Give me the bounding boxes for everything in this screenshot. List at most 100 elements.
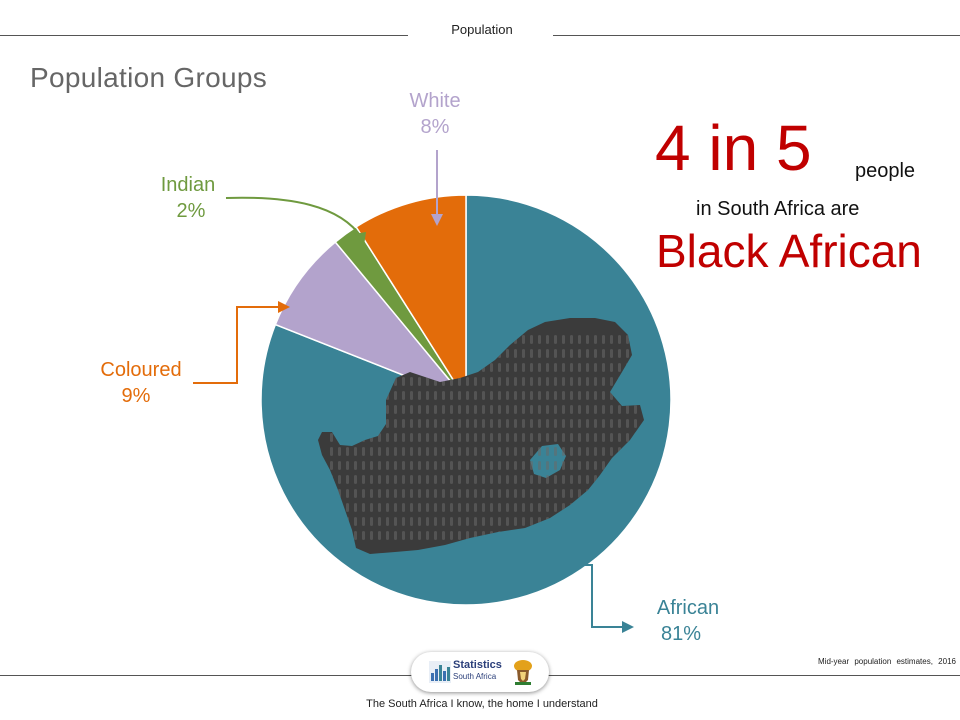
map-people-figure (362, 489, 365, 498)
map-people-figure (554, 447, 557, 456)
map-people-figure (514, 405, 517, 414)
map-people-figure (370, 503, 373, 512)
map-people-figure (482, 503, 485, 512)
map-people-figure (346, 447, 349, 456)
map-people-figure (530, 503, 533, 512)
map-people-figure (538, 503, 541, 512)
map-people-figure (586, 447, 589, 456)
map-people-figure (546, 377, 549, 386)
map-people-figure (586, 377, 589, 386)
map-people-figure (386, 503, 389, 512)
map-people-figure (578, 489, 581, 498)
map-people-figure (618, 433, 621, 442)
map-people-figure (570, 419, 573, 428)
map-people-figure (578, 335, 581, 344)
map-people-figure (378, 503, 381, 512)
map-people-figure (530, 461, 533, 470)
map-people-figure (466, 377, 469, 386)
map-people-figure (346, 461, 349, 470)
map-people-figure (402, 405, 405, 414)
map-people-figure (578, 391, 581, 400)
label-indian: Indian 2% (138, 172, 238, 224)
map-people-figure (466, 531, 469, 540)
map-people-figure (426, 489, 429, 498)
map-people-figure (394, 419, 397, 428)
map-people-figure (482, 405, 485, 414)
map-people-figure (466, 419, 469, 428)
map-people-figure (522, 433, 525, 442)
map-people-figure (402, 489, 405, 498)
map-people-figure (442, 447, 445, 456)
map-people-figure (490, 517, 493, 526)
map-people-figure (634, 517, 637, 526)
map-people-figure (490, 419, 493, 428)
map-people-figure (586, 419, 589, 428)
map-people-figure (554, 419, 557, 428)
map-people-figure (626, 405, 629, 414)
map-people-figure (506, 349, 509, 358)
map-people-figure (458, 503, 461, 512)
map-people-figure (506, 419, 509, 428)
map-people-figure (578, 363, 581, 372)
map-people-figure (530, 377, 533, 386)
map-people-figure (450, 447, 453, 456)
map-people-figure (594, 349, 597, 358)
map-people-figure (490, 461, 493, 470)
map-people-figure (434, 391, 437, 400)
map-people-figure (554, 489, 557, 498)
map-people-figure (578, 475, 581, 484)
map-people-figure (602, 391, 605, 400)
map-people-figure (498, 391, 501, 400)
map-people-figure (410, 475, 413, 484)
coloured-callout-line (193, 306, 283, 384)
map-people-figure (466, 503, 469, 512)
map-people-figure (530, 419, 533, 428)
map-people-figure (634, 531, 637, 540)
map-people-figure (586, 363, 589, 372)
map-people-figure (338, 475, 341, 484)
label-african-pct: 81% (660, 623, 702, 645)
map-people-figure (386, 447, 389, 456)
map-people-figure (506, 489, 509, 498)
map-people-figure (450, 475, 453, 484)
label-african: African 81% (640, 595, 736, 647)
map-people-figure (354, 489, 357, 498)
map-people-figure (522, 461, 525, 470)
map-people-figure (466, 405, 469, 414)
map-people-figure (562, 405, 565, 414)
map-people-figure (370, 489, 373, 498)
map-people-figure (562, 377, 565, 386)
map-people-figure (458, 461, 461, 470)
map-people-figure (450, 503, 453, 512)
map-people-figure (634, 405, 637, 414)
map-people-figure (442, 489, 445, 498)
map-people-figure (474, 447, 477, 456)
map-people-figure (538, 475, 541, 484)
map-people-figure (378, 447, 381, 456)
map-people-figure (538, 489, 541, 498)
map-people-figure (570, 461, 573, 470)
map-people-figure (570, 433, 573, 442)
map-people-figure (402, 517, 405, 526)
map-people-figure (530, 405, 533, 414)
map-people-figure (378, 531, 381, 540)
map-people-figure (338, 461, 341, 470)
map-people-figure (346, 475, 349, 484)
map-people-figure (490, 447, 493, 456)
map-people-figure (346, 503, 349, 512)
map-people-figure (546, 475, 549, 484)
footer-tagline: The South Africa I know, the home I unde… (366, 698, 598, 710)
map-people-figure (570, 377, 573, 386)
map-people-figure (410, 461, 413, 470)
map-people-figure (602, 335, 605, 344)
map-people-figure (514, 447, 517, 456)
map-people-figure (450, 405, 453, 414)
map-people-figure (538, 377, 541, 386)
map-people-figure (514, 419, 517, 428)
label-indian-pct: 2% (176, 200, 206, 222)
map-people-figure (418, 419, 421, 428)
map-people-figure (570, 349, 573, 358)
map-people-figure (506, 363, 509, 372)
map-people-figure (594, 447, 597, 456)
map-people-figure (490, 391, 493, 400)
